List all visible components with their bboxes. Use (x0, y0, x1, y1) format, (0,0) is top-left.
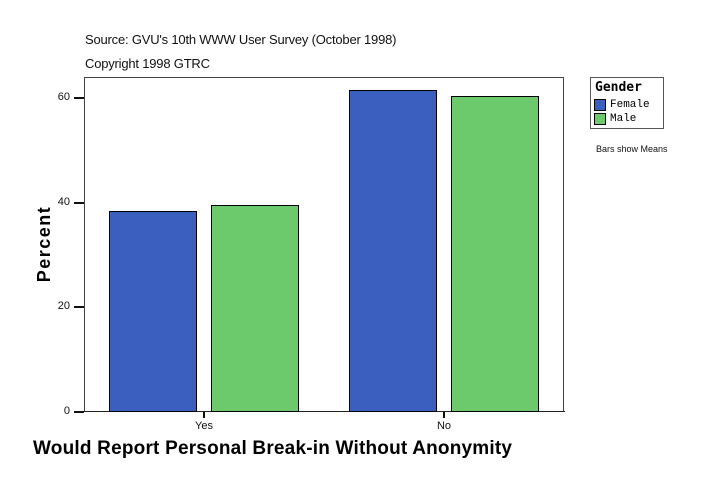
legend-label-male: Male (610, 113, 637, 125)
y-axis-label: Percent (34, 205, 54, 283)
x-axis-line (84, 411, 565, 412)
chart-copyright: Copyright 1998 GTRC (85, 56, 210, 71)
legend-title: Gender (595, 80, 642, 95)
y-tick-60 (74, 97, 84, 99)
y-tick-0 (74, 411, 84, 413)
bar-male-yes (211, 205, 299, 412)
bar-female-no (349, 90, 437, 412)
legend: Gender Female Male (590, 77, 664, 129)
y-tick-label: 60 (57, 91, 70, 103)
y-tick-label: 0 (63, 405, 70, 417)
y-tick-20 (74, 306, 84, 308)
x-tick-label-no: No (436, 420, 452, 432)
y-tick-label: 40 (57, 196, 70, 208)
x-axis-label: Would Report Personal Break-in Without A… (33, 438, 513, 459)
x-tick-no (443, 412, 445, 418)
y-tick-label: 20 (57, 300, 70, 312)
x-tick-yes (203, 412, 205, 418)
legend-swatch-female (594, 99, 606, 111)
plot-area (84, 77, 564, 412)
legend-label-female: Female (610, 99, 650, 111)
x-tick-label-yes: Yes (195, 420, 213, 432)
bars-note: Bars show Means (596, 144, 668, 154)
y-tick-40 (74, 202, 84, 204)
bar-female-yes (109, 211, 197, 412)
legend-swatch-male (594, 113, 606, 125)
chart-source: Source: GVU's 10th WWW User Survey (Octo… (85, 32, 397, 47)
bar-male-no (451, 96, 539, 412)
